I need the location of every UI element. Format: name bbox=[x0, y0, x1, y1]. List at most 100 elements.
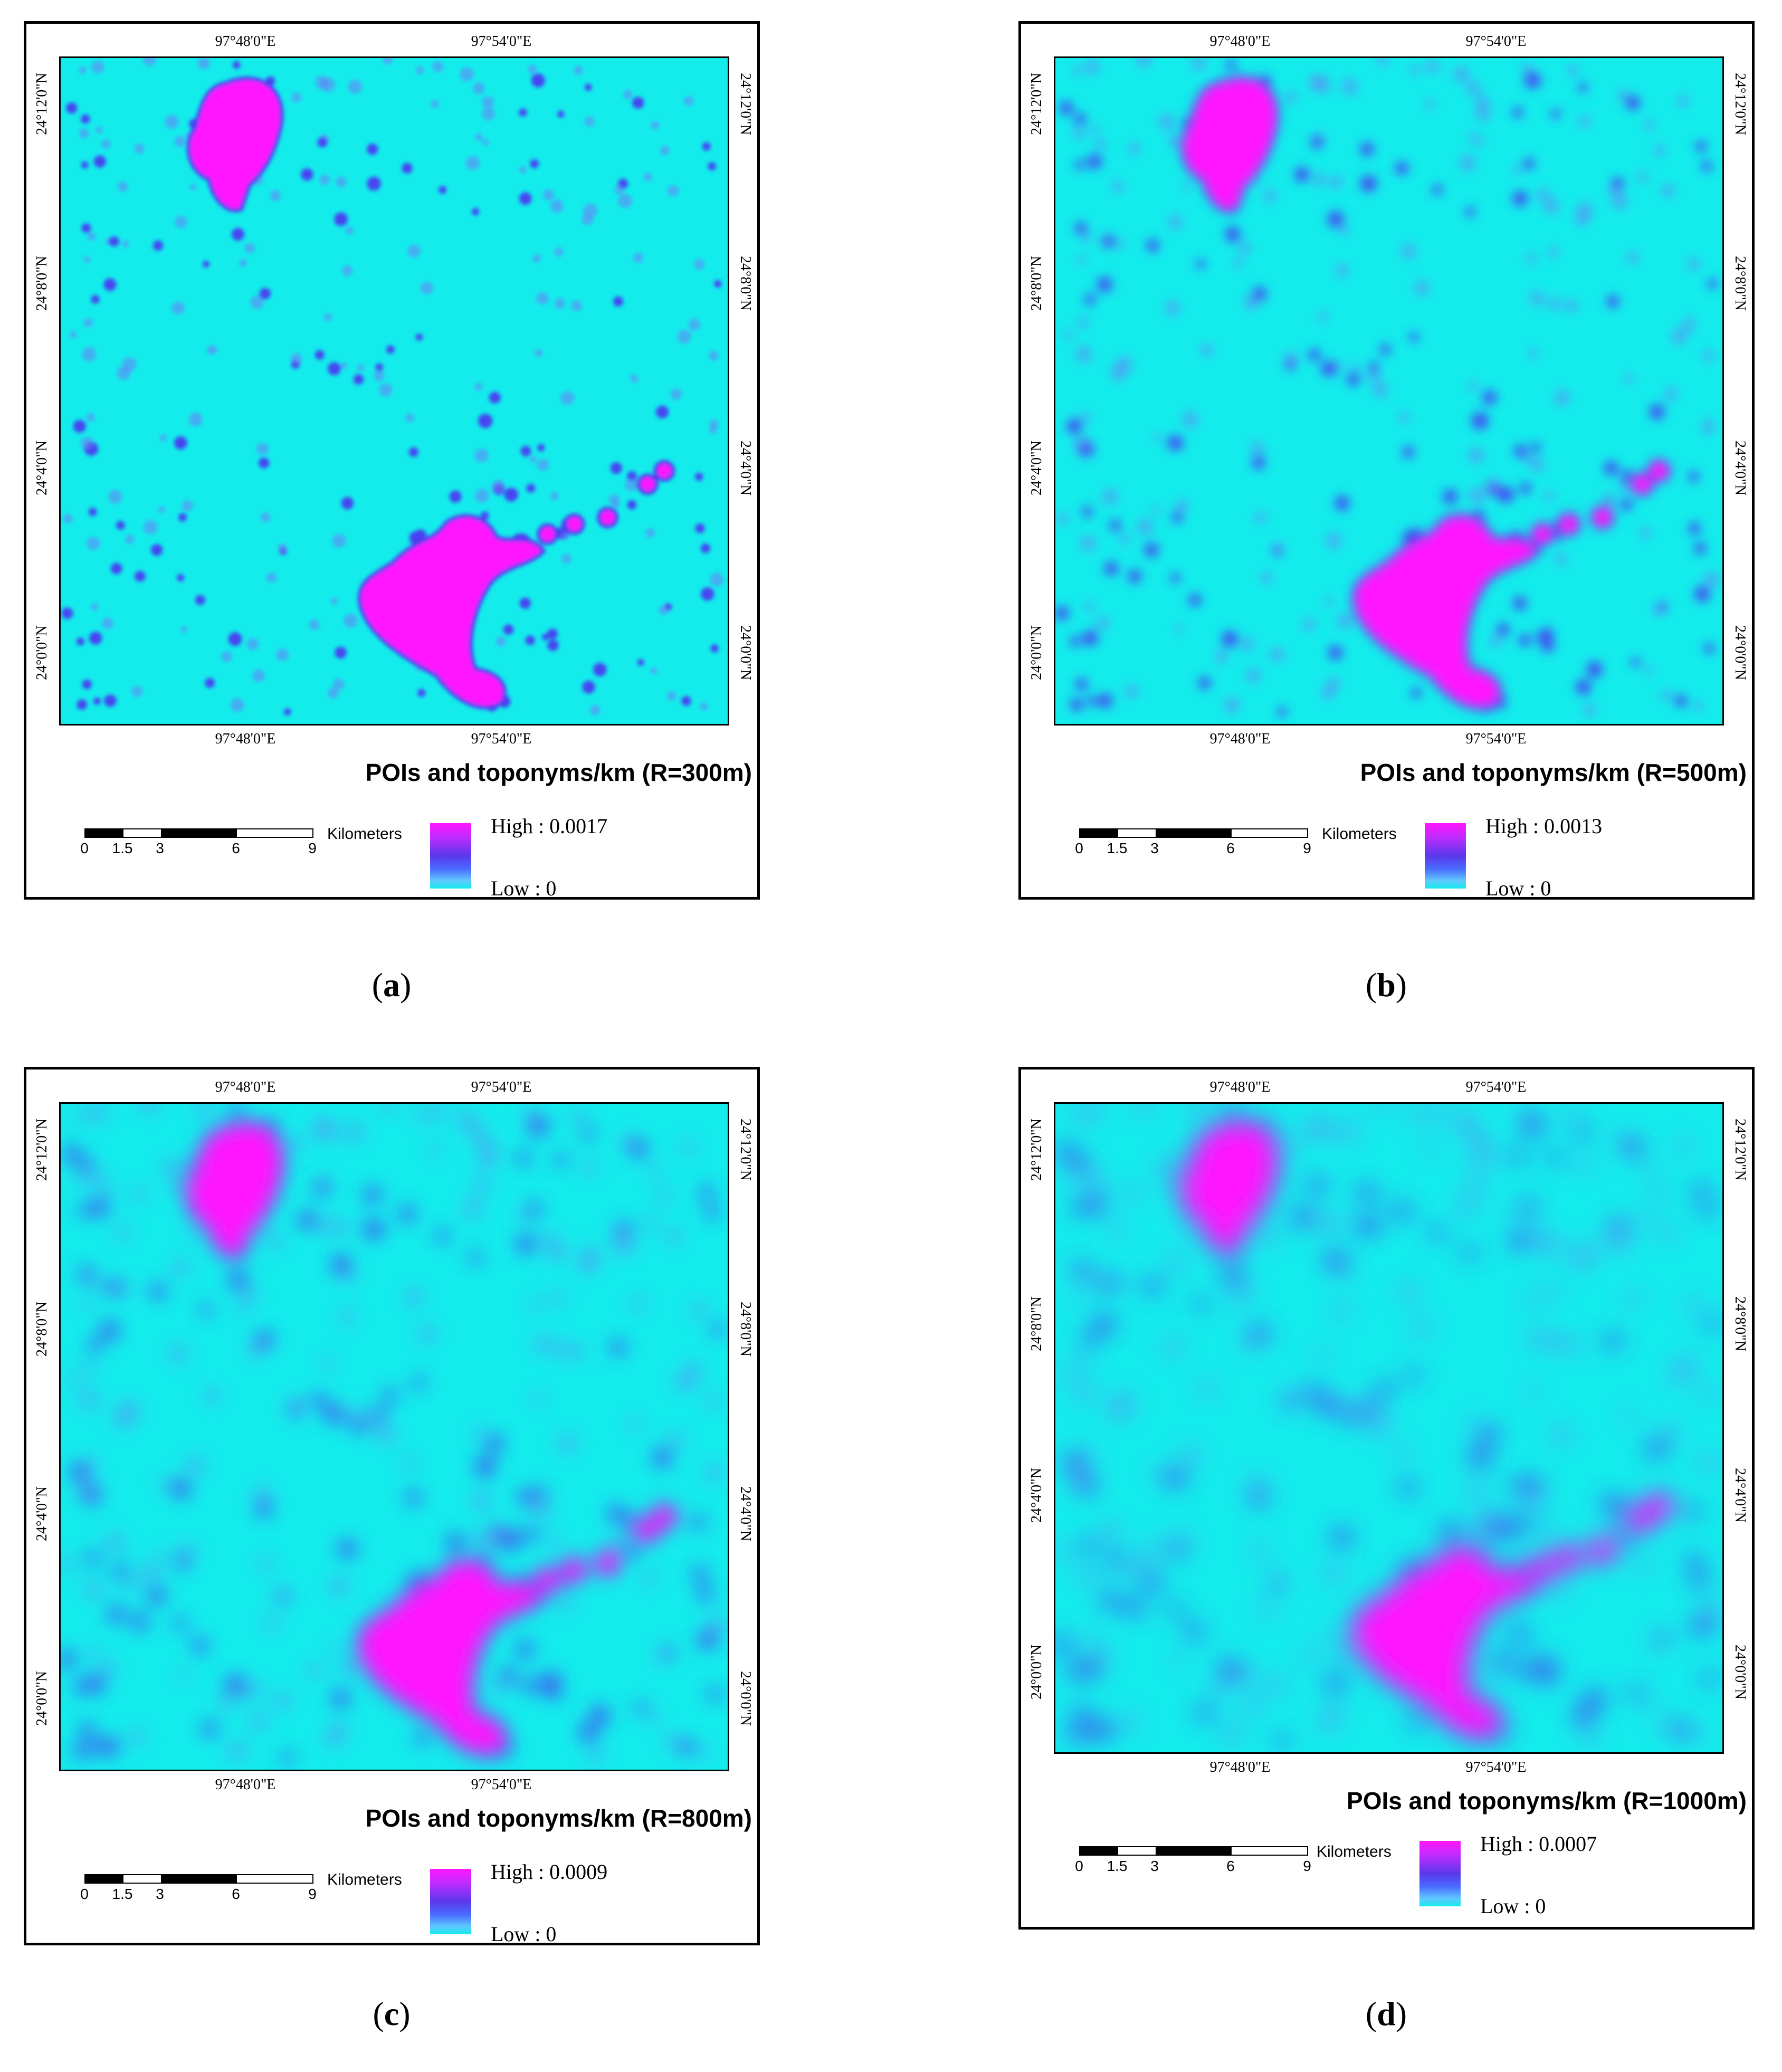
scale-bar-segment bbox=[123, 829, 161, 837]
scale-bar bbox=[1079, 828, 1308, 838]
density-point bbox=[1224, 697, 1240, 713]
density-point bbox=[587, 1748, 603, 1763]
density-point bbox=[1080, 1539, 1095, 1553]
density-point bbox=[632, 97, 644, 109]
density-point bbox=[259, 288, 271, 300]
density-point bbox=[1398, 412, 1410, 424]
density-point bbox=[709, 426, 717, 434]
density-point bbox=[1693, 701, 1704, 711]
scale-bar bbox=[84, 1874, 313, 1884]
density-point bbox=[148, 1587, 165, 1604]
density-point bbox=[1443, 489, 1457, 504]
density-point bbox=[550, 199, 564, 213]
density-point bbox=[180, 626, 188, 633]
density-point bbox=[1512, 1478, 1529, 1495]
density-point bbox=[107, 1280, 121, 1295]
density-point bbox=[1548, 297, 1561, 310]
density-point bbox=[1541, 638, 1555, 652]
density-point bbox=[1358, 1216, 1379, 1236]
density-point bbox=[501, 1668, 516, 1683]
density-point bbox=[1565, 1108, 1581, 1124]
latitude-label-left: 24°0'0"N bbox=[1028, 625, 1045, 680]
density-point bbox=[660, 146, 670, 156]
scale-bar-segment bbox=[1156, 829, 1232, 837]
density-point bbox=[1412, 1319, 1432, 1337]
density-point bbox=[1367, 1398, 1381, 1412]
density-raster bbox=[61, 58, 728, 724]
density-point bbox=[472, 82, 485, 94]
density-point bbox=[582, 1160, 597, 1175]
density-point bbox=[1142, 1574, 1161, 1592]
density-point bbox=[460, 67, 474, 82]
latitude-label-right: 24°4'0"N bbox=[1732, 441, 1748, 495]
density-point bbox=[1097, 277, 1112, 292]
density-point bbox=[1682, 318, 1696, 332]
density-point bbox=[621, 1133, 635, 1148]
latitude-label-left: 24°12'0"N bbox=[1028, 73, 1045, 135]
density-point bbox=[1518, 1515, 1533, 1530]
density-point bbox=[353, 374, 364, 385]
latitude-label-right: 24°0'0"N bbox=[737, 1671, 754, 1726]
density-point bbox=[1082, 1631, 1097, 1645]
density-point bbox=[206, 346, 216, 355]
density-point bbox=[232, 61, 241, 69]
density-cluster-south bbox=[1356, 1551, 1536, 1734]
density-point bbox=[165, 114, 179, 129]
density-point bbox=[537, 459, 549, 471]
density-point bbox=[1578, 82, 1588, 92]
density-hotspot bbox=[533, 1566, 561, 1594]
density-point bbox=[1225, 227, 1241, 242]
density-point bbox=[343, 1269, 356, 1283]
density-point bbox=[399, 1206, 415, 1222]
density-point bbox=[257, 1331, 273, 1348]
longitude-label-top: 97°54'0"E bbox=[1465, 33, 1527, 50]
density-point bbox=[1126, 1600, 1143, 1617]
density-point bbox=[373, 370, 385, 381]
density-point bbox=[172, 1259, 189, 1276]
density-point bbox=[1075, 1354, 1091, 1369]
density-cluster-north bbox=[1185, 80, 1274, 208]
density-point bbox=[630, 1140, 646, 1157]
density-point bbox=[108, 490, 122, 504]
density-point bbox=[1198, 677, 1211, 689]
density-point bbox=[1215, 650, 1228, 663]
density-point bbox=[1464, 1124, 1483, 1142]
density-point bbox=[474, 488, 489, 503]
density-point bbox=[1528, 1329, 1547, 1347]
density-point bbox=[61, 1557, 75, 1572]
density-point bbox=[1602, 493, 1616, 507]
density-point bbox=[1269, 1573, 1285, 1589]
density-point bbox=[1326, 1251, 1346, 1271]
density-point bbox=[529, 1117, 548, 1135]
density-point bbox=[1092, 1180, 1108, 1195]
density-point bbox=[1542, 1238, 1561, 1258]
density-point bbox=[526, 483, 536, 493]
density-point bbox=[1414, 280, 1430, 295]
longitude-label-bottom: 97°54'0"E bbox=[471, 1777, 532, 1793]
density-point bbox=[189, 184, 196, 190]
density-point bbox=[178, 513, 187, 522]
density-point bbox=[101, 139, 111, 149]
density-point bbox=[1661, 184, 1675, 197]
density-point bbox=[91, 295, 100, 304]
density-point bbox=[472, 1532, 492, 1551]
density-point bbox=[106, 1533, 125, 1552]
density-point bbox=[528, 1202, 541, 1217]
latitude-label-left: 24°4'0"N bbox=[34, 441, 50, 495]
density-point bbox=[536, 292, 549, 305]
longitude-label-top: 97°48'0"E bbox=[215, 1079, 276, 1095]
density-point bbox=[1222, 631, 1238, 647]
density-point bbox=[1409, 65, 1420, 75]
density-point bbox=[548, 1243, 566, 1261]
density-point bbox=[202, 261, 209, 268]
density-point bbox=[1075, 678, 1088, 691]
density-point bbox=[463, 1199, 482, 1218]
scale-tick-label: 9 bbox=[308, 1886, 317, 1902]
latitude-label-right: 24°12'0"N bbox=[737, 73, 754, 135]
density-point bbox=[1125, 684, 1139, 698]
density-point bbox=[237, 1302, 250, 1315]
density-point bbox=[1345, 1408, 1362, 1425]
density-point bbox=[239, 259, 247, 267]
density-point bbox=[1307, 1385, 1322, 1401]
density-point bbox=[1145, 1278, 1161, 1295]
